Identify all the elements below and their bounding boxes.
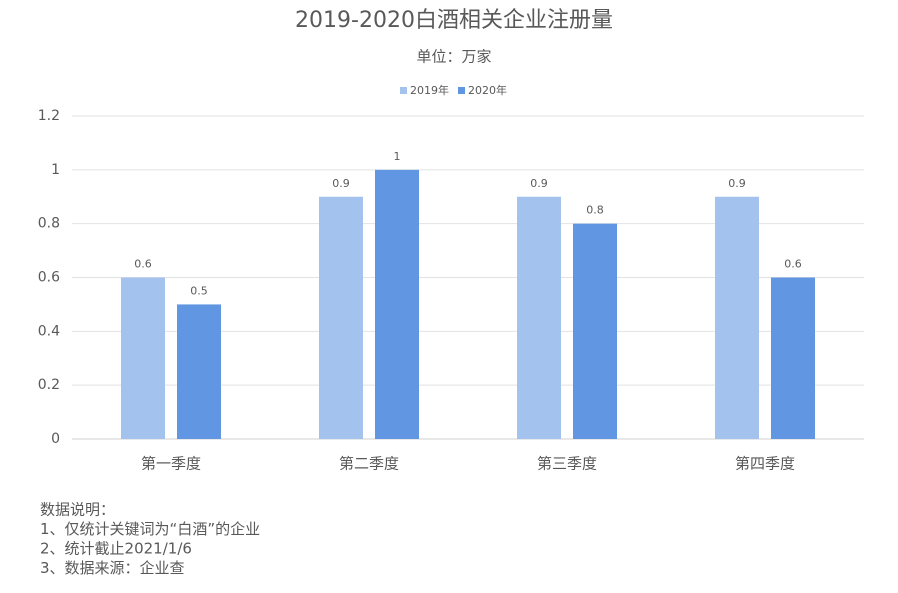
legend-swatch <box>400 87 407 94</box>
legend-swatch <box>458 87 465 94</box>
value-label: 0.9 <box>728 177 746 190</box>
value-label: 0.6 <box>134 258 152 271</box>
y-tick-label: 0 <box>51 431 60 447</box>
value-label: 0.9 <box>332 177 350 190</box>
legend-label: 2020年 <box>468 83 507 97</box>
value-label: 1 <box>394 150 401 163</box>
y-tick-label: 1.2 <box>38 108 60 124</box>
note: 3、数据来源：企业查 <box>40 559 185 577</box>
x-tick-label: 第一季度 <box>141 455 201 473</box>
value-label: 0.9 <box>530 177 548 190</box>
legend-label: 2019年 <box>410 83 449 97</box>
x-tick-label: 第四季度 <box>735 455 795 473</box>
bar <box>517 196 561 439</box>
y-tick-label: 0.6 <box>38 270 60 286</box>
bar <box>121 277 165 439</box>
bar <box>573 223 617 439</box>
bar <box>771 277 815 439</box>
bar <box>715 196 759 439</box>
note: 2、统计截止2021/1/6 <box>40 540 192 558</box>
x-tick-label: 第二季度 <box>339 455 399 473</box>
value-label: 0.8 <box>586 204 604 217</box>
value-label: 0.6 <box>784 258 802 271</box>
y-tick-label: 1 <box>51 162 60 178</box>
y-tick-label: 0.2 <box>38 377 60 393</box>
chart-subtitle: 单位：万家 <box>416 48 491 66</box>
note: 数据说明： <box>40 501 115 519</box>
y-tick-label: 0.8 <box>38 216 60 232</box>
bar <box>319 196 363 439</box>
bar <box>177 304 221 439</box>
bar <box>375 169 419 440</box>
note: 1、仅统计关键词为“白酒”的企业 <box>40 520 260 538</box>
x-tick-label: 第三季度 <box>537 455 597 473</box>
chart-title: 2019-2020白酒相关企业注册量 <box>295 8 613 33</box>
value-label: 0.5 <box>190 284 208 297</box>
y-tick-label: 0.4 <box>38 323 60 339</box>
